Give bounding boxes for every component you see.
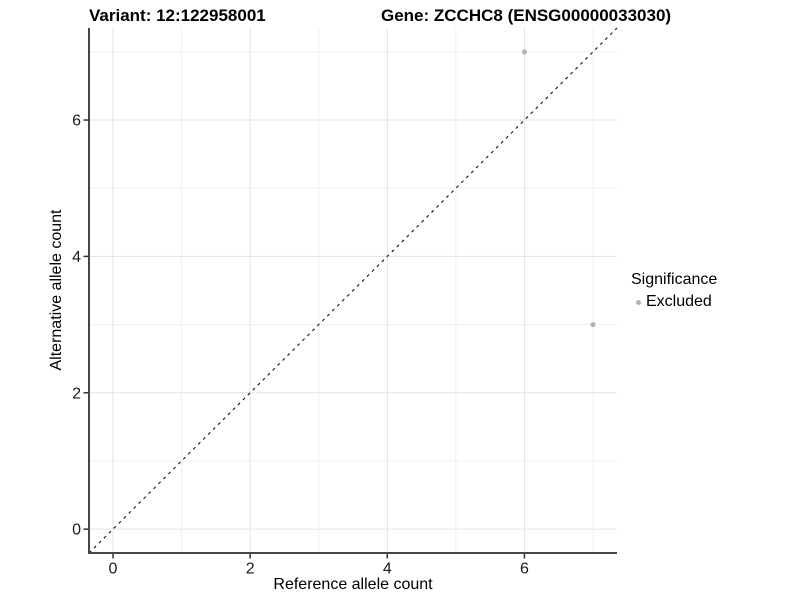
- x-tick-label: 4: [383, 561, 392, 578]
- data-point: [521, 49, 528, 55]
- x-tick-label: 0: [109, 561, 118, 578]
- legend: Significance Excluded: [631, 271, 717, 311]
- y-tick-label: 0: [72, 522, 81, 539]
- legend-item-label: Excluded: [646, 293, 712, 310]
- x-tick-label: 2: [246, 561, 255, 578]
- plot-title-gene: Gene: ZCCHC8 (ENSG00000033030): [381, 6, 672, 25]
- y-tick-label: 2: [72, 385, 81, 402]
- data-point: [590, 321, 596, 328]
- plot-title-variant: Variant: 12:122958001: [89, 6, 266, 25]
- legend-title: Significance: [631, 271, 718, 288]
- legend-item-excluded: Excluded: [631, 293, 717, 311]
- identity-dashed-line: [88, 27, 618, 554]
- x-axis-title: Reference allele count: [273, 576, 433, 593]
- legend-point-icon: [636, 299, 641, 305]
- y-tick-label: 6: [72, 113, 81, 130]
- x-tick-label: 6: [520, 561, 529, 578]
- y-axis-title: Alternative allele count: [48, 209, 65, 371]
- y-tick-label: 4: [72, 249, 81, 266]
